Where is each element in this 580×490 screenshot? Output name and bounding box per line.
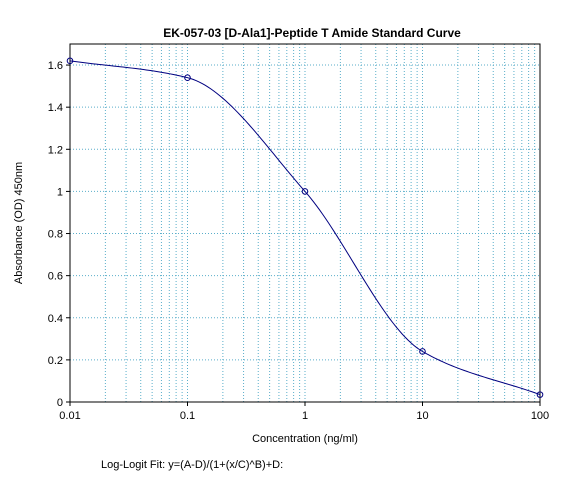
x-tick-label: 100 — [531, 410, 549, 422]
data-point — [184, 74, 191, 81]
y-tick-label: 0 — [57, 397, 63, 409]
fit-curve — [69, 60, 541, 396]
y-tick-label: 0.6 — [48, 271, 63, 283]
y-tick-label: 1 — [57, 186, 63, 198]
data-points — [66, 57, 544, 398]
x-axis-label: Concentration (ng/ml) — [252, 433, 358, 445]
y-axis-label: Absorbance (OD) 450nm — [13, 162, 25, 284]
y-tick-label: 1.4 — [48, 102, 63, 114]
y-tick-label: 0.2 — [48, 355, 63, 367]
y-axis-ticks: 0 0.2 0.4 0.6 0.8 1 1.2 1.4 1.6 — [48, 60, 70, 409]
x-tick-label: 0.01 — [59, 410, 80, 422]
y-tick-label: 1.6 — [48, 60, 63, 72]
data-point — [536, 391, 544, 398]
grid-lines — [70, 44, 540, 402]
data-point — [301, 188, 309, 195]
data-point — [66, 57, 74, 65]
x-tick-label: 1 — [302, 410, 308, 422]
y-tick-label: 0.4 — [48, 313, 63, 325]
y-tick-label: 0.8 — [48, 229, 63, 241]
x-tick-label: 10 — [416, 410, 428, 422]
data-point — [419, 348, 426, 355]
y-tick-label: 1.2 — [48, 144, 63, 156]
fit-equation-note: Log-Logit Fit: y=(A-D)/(1+(x/C)^B)+D: — [101, 459, 283, 471]
x-axis-ticks: 0.01 0.1 1 10 100 — [59, 402, 549, 422]
chart-title: EK-057-03 [D-Ala1]-Peptide T Amide Stand… — [163, 26, 461, 40]
plot-frame — [69, 43, 541, 403]
x-tick-label: 0.1 — [180, 410, 195, 422]
